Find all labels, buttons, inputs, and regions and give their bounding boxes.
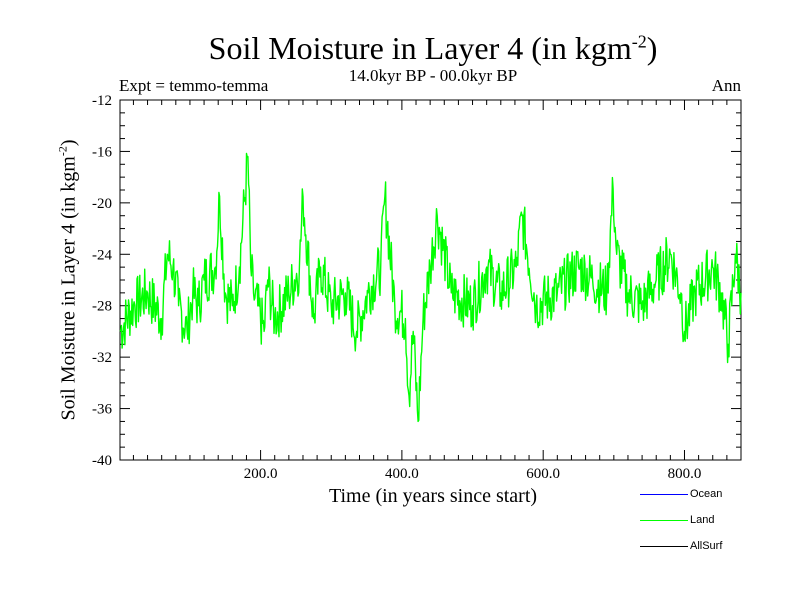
legend-line-ocean [640,494,688,495]
y-axis-label: Soil Moisture in Layer 4 (in kgm-2) [55,139,80,421]
y-tick-label: -12 [92,93,112,109]
axis-ticks [120,99,741,461]
y-tick-label: -40 [92,453,112,469]
season-label: Ann [711,76,741,95]
legend-label-ocean: Ocean [690,488,723,500]
y-tick-label: -20 [92,196,112,212]
x-tick-label: 200.0 [244,466,278,482]
legend-item-allsurf: AllSurf [640,538,760,554]
y-tick-label: -36 [92,402,112,418]
experiment-label: Expt = temmo-temma [119,76,269,95]
legend-line-allsurf [640,546,688,547]
legend-line-land [640,520,688,521]
axis-tick-labels: -40 -36 -32 -28 -24 -20 -16 -12 200.0 400.0 600.0 8… [92,93,701,482]
legend-label-land: Land [690,514,715,526]
x-axis-label: Time (in years since start) [328,485,538,507]
x-tick-label: 800.0 [668,466,702,482]
legend-item-land: Land [640,512,760,528]
y-tick-label: -24 [92,247,112,263]
chart-subtitle: 14.0kyr BP - 00.0kyr BP [348,66,518,85]
y-tick-label: -28 [92,299,112,315]
x-tick-label: 600.0 [526,466,560,482]
y-tick-label: -32 [92,350,112,366]
chart-title: Soil Moisture in Layer 4 (in kgm-2) [208,30,658,66]
legend-item-ocean: Ocean [640,486,760,502]
legend-label-allsurf: AllSurf [690,540,723,552]
x-tick-label: 400.0 [385,466,419,482]
y-tick-label: -16 [92,144,112,160]
series-line-land [119,152,742,423]
series-layer [119,152,742,423]
